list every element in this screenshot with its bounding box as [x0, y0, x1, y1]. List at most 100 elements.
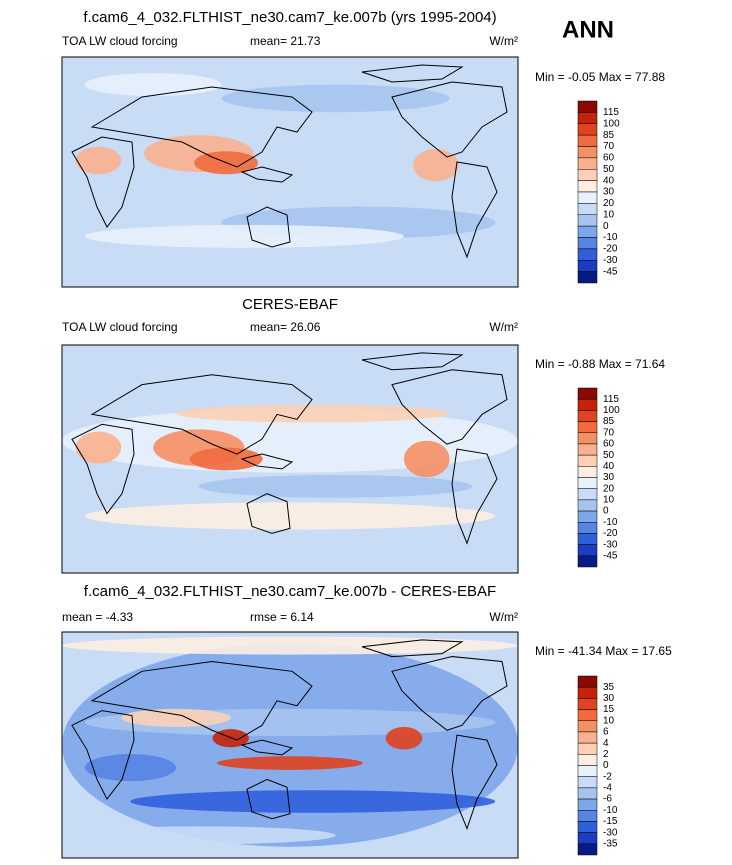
- map: [61, 344, 519, 574]
- colorbar-label: 30: [603, 472, 615, 483]
- coastline: [452, 162, 497, 257]
- colorbar-segment: [577, 191, 598, 204]
- map-field: [413, 149, 459, 182]
- colorbar-segment: [577, 146, 598, 159]
- colorbar-segment: [577, 787, 598, 800]
- colorbar-segment: [577, 698, 598, 710]
- map-field: [404, 440, 450, 478]
- colorbar-segment: [577, 499, 598, 512]
- min-max: Min = -41.34 Max = 17.65: [535, 644, 672, 658]
- coastline: [242, 740, 292, 755]
- coastline: [242, 454, 292, 469]
- colorbar-label: -45: [603, 550, 618, 561]
- colorbar-label: -20: [603, 528, 618, 539]
- colorbar-segment: [577, 709, 598, 721]
- colorbar-label: 10: [603, 495, 615, 506]
- units-label: W/m²: [489, 320, 518, 334]
- colorbar-label: 40: [603, 461, 615, 472]
- panel-title: f.cam6_4_032.FLTHIST_ne30.cam7_ke.007b -…: [84, 583, 496, 600]
- colorbar-segment: [577, 544, 598, 557]
- colorbar-label: -20: [603, 244, 618, 255]
- colorbar-segment: [577, 432, 598, 445]
- colorbar-label: 85: [603, 416, 615, 427]
- colorbar-label: 115: [603, 107, 619, 118]
- colorbar-label: 20: [603, 198, 615, 209]
- coastlines: [72, 640, 507, 829]
- coastline: [72, 137, 134, 227]
- colorbar-label: -10: [603, 232, 618, 243]
- colorbar-label: 0: [603, 221, 609, 232]
- colorbar-label: 6: [603, 727, 609, 738]
- colorbar-label: 4: [603, 738, 609, 749]
- colorbar-segment: [577, 248, 598, 261]
- colorbar-label: 20: [603, 483, 615, 494]
- left-label: TOA LW cloud forcing: [62, 34, 178, 48]
- map-field: [198, 474, 473, 498]
- colorbar-segment: [577, 522, 598, 534]
- colorbar-label: 85: [603, 130, 615, 141]
- coastline: [392, 657, 507, 731]
- map-frame: [61, 631, 519, 859]
- coastline: [452, 449, 497, 543]
- colorbar-label: 10: [603, 209, 615, 220]
- coastlines: [72, 65, 507, 257]
- colorbar-segment: [577, 810, 598, 822]
- colorbar-label: 60: [603, 439, 615, 450]
- colorbar-label: 30: [603, 187, 615, 198]
- panel-title: f.cam6_4_032.FLTHIST_ne30.cam7_ke.007b (…: [83, 9, 496, 26]
- colorbar-label: -35: [603, 838, 618, 849]
- colorbar-label: -10: [603, 805, 618, 816]
- colorbar-segment: [577, 675, 598, 688]
- colorbar-label: -15: [603, 816, 618, 827]
- coastline: [242, 167, 292, 182]
- colorbar-segment: [577, 214, 598, 227]
- map-field: [221, 84, 450, 113]
- colorbar-label: 60: [603, 153, 615, 164]
- coastline: [362, 65, 462, 82]
- units-label: W/m²: [489, 610, 518, 624]
- colorbar-label: -45: [603, 266, 618, 277]
- colorbar-segment: [577, 271, 598, 284]
- colorbar-label: 30: [603, 693, 615, 704]
- map-field: [62, 826, 336, 845]
- coastline: [92, 375, 312, 454]
- map-frame: [61, 344, 519, 574]
- map-field: [130, 790, 496, 813]
- map-field: [75, 146, 122, 175]
- colorbar-segment: [577, 387, 598, 400]
- colorbar-label: -30: [603, 827, 618, 838]
- colorbar-segment: [577, 100, 598, 113]
- colorbar-label: 0: [603, 760, 609, 771]
- colorbar-segment: [577, 754, 598, 766]
- center-label: rmse = 6.14: [250, 610, 314, 624]
- coastline: [392, 370, 507, 444]
- colorbar-label: 10: [603, 715, 615, 726]
- colorbar-segment: [577, 225, 598, 238]
- map-field: [189, 447, 263, 471]
- map-field: [84, 224, 404, 248]
- colorbar-segment: [577, 260, 598, 272]
- coastline: [247, 779, 290, 818]
- coastline: [452, 735, 497, 828]
- colorbar-segment: [577, 488, 598, 501]
- units-label: W/m²: [489, 34, 518, 48]
- colorbar-label: 100: [603, 405, 620, 416]
- colorbar-segment: [577, 466, 598, 478]
- center-label: mean= 21.73: [250, 34, 321, 48]
- colorbar-label: 50: [603, 164, 615, 175]
- colorbar-segment: [577, 443, 598, 456]
- colorbar-segment: [577, 180, 598, 193]
- season-label: ANN: [562, 16, 614, 43]
- map-field: [84, 73, 222, 97]
- coastline: [72, 424, 134, 513]
- coastline: [72, 711, 134, 799]
- colorbar-label: -6: [603, 794, 612, 805]
- map-field: [175, 404, 450, 423]
- colorbar-label: 100: [603, 118, 620, 129]
- colorbar-segment: [577, 686, 598, 699]
- colorbar-segment: [577, 398, 598, 411]
- colorbar-segment: [577, 533, 598, 545]
- colorbar-label: 115: [603, 394, 619, 405]
- colorbar-label: 15: [603, 704, 615, 715]
